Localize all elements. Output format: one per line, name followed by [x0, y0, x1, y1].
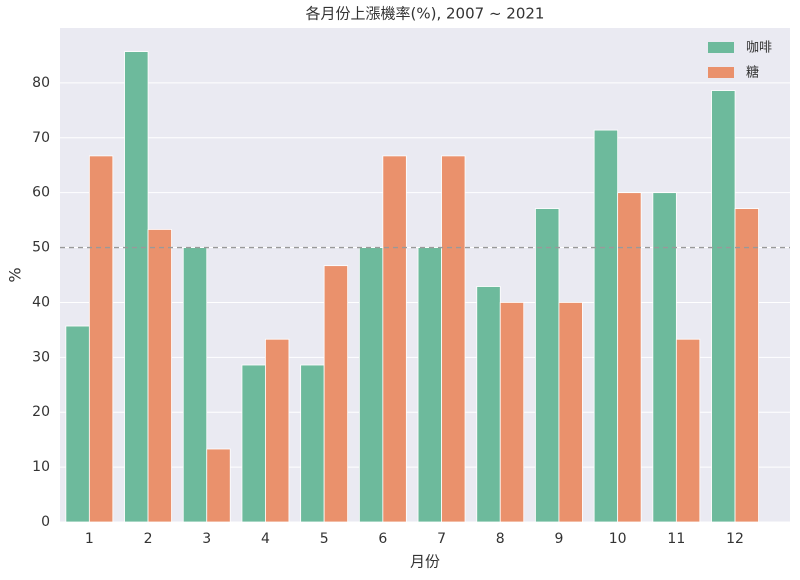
- x-tick-label: 7: [437, 531, 446, 547]
- x-tick-label: 5: [320, 531, 329, 547]
- legend-label: 糖: [746, 65, 759, 81]
- bar: [382, 155, 407, 523]
- x-tick-label: 12: [726, 531, 744, 547]
- bar: [734, 208, 759, 523]
- bar: [652, 192, 677, 523]
- bar: [617, 192, 642, 523]
- x-axis-label: 月份: [410, 553, 440, 571]
- bar: [124, 51, 149, 523]
- y-tick-label: 30: [32, 349, 50, 365]
- bar: [476, 286, 501, 523]
- y-tick-label: 70: [32, 130, 50, 146]
- bar: [206, 448, 231, 523]
- y-tick-label: 0: [41, 514, 50, 530]
- y-tick-label: 40: [32, 294, 50, 310]
- bar: [147, 229, 172, 523]
- x-tick-label: 9: [554, 531, 563, 547]
- bar: [182, 247, 208, 523]
- x-tick-label: 1: [85, 531, 94, 547]
- bar: [535, 208, 560, 523]
- bar: [711, 90, 736, 523]
- x-tick-label: 11: [667, 531, 685, 547]
- bar: [241, 364, 266, 523]
- legend-label: 咖啡: [746, 41, 772, 56]
- bar: [499, 302, 525, 523]
- x-tick-label: 4: [261, 531, 270, 547]
- bar: [593, 129, 619, 523]
- bar: [265, 338, 290, 523]
- bar: [65, 325, 90, 523]
- chart-title: 各月份上漲機率(%), 2007 ~ 2021: [306, 5, 545, 23]
- bar: [558, 302, 583, 523]
- bar: [675, 338, 701, 523]
- legend-swatch: [708, 67, 734, 78]
- bar: [300, 364, 325, 523]
- bar: [441, 155, 466, 523]
- bar: [358, 247, 384, 523]
- y-tick-label: 80: [32, 75, 50, 91]
- bar: [417, 247, 442, 523]
- bar: [323, 265, 349, 523]
- y-tick-label: 60: [32, 185, 50, 201]
- x-tick-label: 6: [378, 531, 387, 547]
- x-tick-label: 8: [496, 531, 505, 547]
- legend-swatch: [708, 42, 734, 53]
- x-tick-label: 10: [609, 531, 627, 547]
- y-tick-label: 20: [32, 404, 50, 420]
- y-tick-label: 10: [32, 459, 50, 475]
- x-tick-label: 2: [144, 531, 153, 547]
- bar: [88, 155, 114, 523]
- y-tick-label: 50: [32, 240, 50, 256]
- x-tick-label: 3: [202, 531, 211, 547]
- y-axis-label: %: [6, 267, 25, 282]
